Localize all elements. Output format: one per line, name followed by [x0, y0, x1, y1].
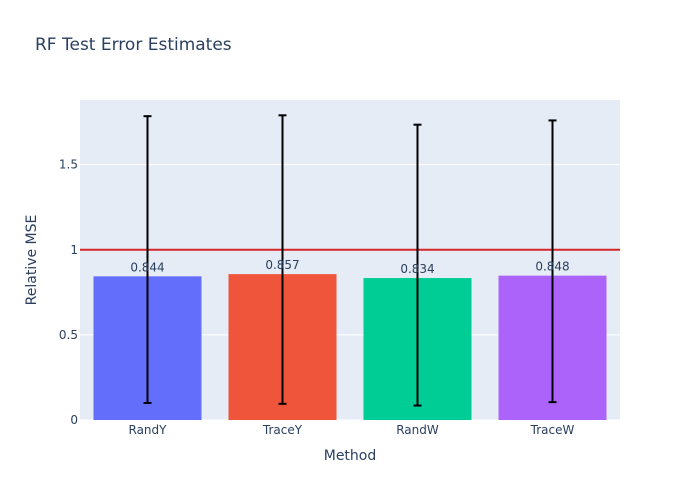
error-bars — [143, 114, 557, 407]
error-bar-tracey — [278, 114, 287, 405]
x-axis-title: Method — [324, 448, 377, 464]
chart-title: RF Test Error Estimates — [35, 35, 232, 55]
y-axis-title: Relative MSE — [24, 215, 40, 306]
x-tick-label: TraceY — [262, 423, 303, 437]
error-bar-randw — [413, 123, 422, 407]
x-tick-label: RandW — [396, 423, 439, 437]
error-bar-tracew — [548, 119, 557, 404]
y-tick-label: 1.5 — [59, 158, 78, 172]
y-tick-label: 0.5 — [59, 328, 78, 342]
y-axis-ticks: 0 0.5 1 1.5 — [59, 158, 78, 427]
bar-value-label: 0.848 — [535, 260, 569, 274]
y-tick-label: 0 — [70, 413, 78, 427]
x-tick-label: RandY — [129, 423, 168, 437]
bar-value-labels: 0.844 0.857 0.834 0.848 — [130, 258, 569, 276]
bar-value-label: 0.857 — [265, 258, 299, 272]
x-axis-ticks: RandY TraceY RandW TraceW — [129, 423, 575, 437]
bar-value-label: 0.834 — [400, 262, 434, 276]
x-tick-label: TraceW — [530, 423, 575, 437]
y-tick-label: 1 — [70, 243, 78, 257]
bar-value-label: 0.844 — [130, 260, 164, 274]
error-bar-randy — [143, 115, 152, 404]
